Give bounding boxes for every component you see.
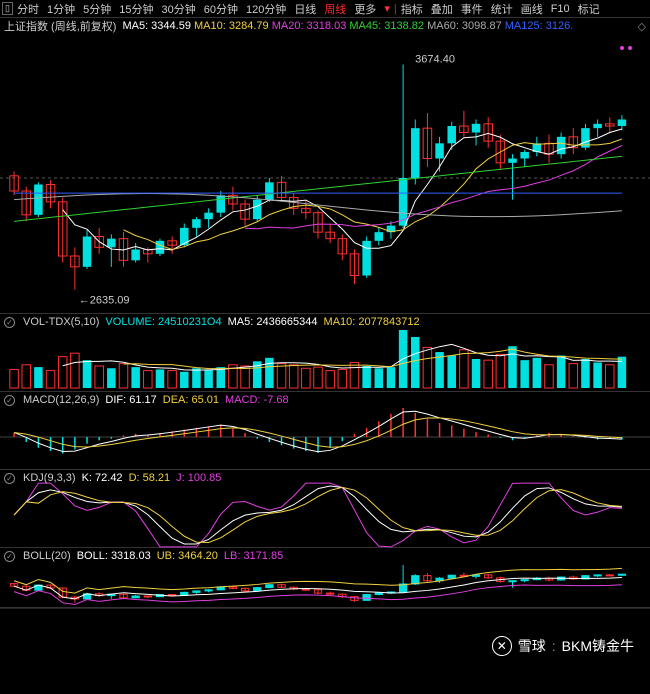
timeframe-9[interactable]: 更多 [350, 1, 380, 17]
volume-panel: ✓ VOL-TDX(5,10) VOLUME: 24510231O4 MA5: 243… [0, 314, 650, 392]
tool-1[interactable]: 叠加 [427, 1, 457, 17]
svg-text:←2635.09: ←2635.09 [79, 295, 130, 307]
kdj-panel: ✓ KDJ(9,3,3) K: 72.42 D: 58.21 J: 100.85 [0, 470, 650, 548]
ma-item-0: MA5: 3344.59 [122, 20, 191, 32]
ma-item-1: MA10: 3284.79 [194, 20, 269, 32]
svg-text:3674.40: 3674.40 [415, 53, 455, 65]
collapse-icon[interactable]: ✓ [4, 317, 15, 328]
panel-title: MACD(12,26,9) [23, 394, 99, 406]
chart-title: 上证指数 (周线,前复权) [4, 18, 116, 34]
panel-title: VOL-TDX(5,10) [23, 316, 99, 328]
collapse-icon[interactable]: ✓ [4, 395, 15, 406]
timeframe-1[interactable]: 1分钟 [43, 1, 79, 17]
timeframe-8[interactable]: 周线 [320, 1, 350, 17]
tool-5[interactable]: F10 [547, 3, 574, 15]
ma-item-4: MA60: 3098.87 [427, 20, 502, 32]
hdr-val-2: MACD: -7.68 [225, 394, 289, 406]
macd-panel: ✓ MACD(12,26,9) DIF: 61.17 DEA: 65.01 MACD: … [0, 392, 650, 470]
watermark-site: 雪球 [518, 636, 546, 656]
collapse-icon[interactable]: ✓ [4, 551, 15, 562]
ma-item-2: MA20: 3318.03 [272, 20, 347, 32]
timeframe-toolbar: ▯分时1分钟5分钟15分钟30分钟60分钟120分钟日线周线更多▾|指标叠加事件… [0, 0, 650, 18]
hdr-val-2: LB: 3171.85 [224, 550, 283, 562]
watermark: ✕ 雪球 : BKM铸金牛 [492, 636, 634, 656]
candle-panel: 3674.40 ←2635.09 [0, 34, 650, 314]
ma-item-5: MA125: 3126. [505, 20, 574, 32]
timeframe-6[interactable]: 120分钟 [242, 1, 290, 17]
hdr-val-1: UB: 3464.20 [157, 550, 218, 562]
ma-item-3: MA45: 3138.82 [349, 20, 424, 32]
boll-panel: ✓ BOLL(20) BOLL: 3318.03 UB: 3464.20 LB: 317… [0, 548, 650, 608]
hdr-val-2: J: 100.85 [176, 472, 221, 484]
panel-title: KDJ(9,3,3) [23, 472, 76, 484]
tool-3[interactable]: 统计 [487, 1, 517, 17]
hdr-val-1: D: 58.21 [129, 472, 171, 484]
xueqiu-icon: ✕ [492, 636, 512, 656]
timeframe-7[interactable]: 日线 [290, 1, 320, 17]
collapse-icon[interactable]: ✓ [4, 473, 15, 484]
panel-title: BOLL(20) [23, 550, 71, 562]
hdr-val-1: DEA: 65.01 [163, 394, 219, 406]
hdr-val-0: DIF: 61.17 [105, 394, 156, 406]
hdr-val-0: K: 72.42 [82, 472, 123, 484]
bottom-strip [0, 608, 650, 626]
timeframe-5[interactable]: 60分钟 [200, 1, 242, 17]
timeframe-3[interactable]: 15分钟 [115, 1, 157, 17]
tool-4[interactable]: 画线 [517, 1, 547, 17]
candle-chart[interactable]: 3674.40 ←2635.09 [0, 34, 650, 314]
hdr-val-1: MA5: 2436665344 [228, 316, 318, 328]
tool-0[interactable]: 指标 [397, 1, 427, 17]
hdr-val-0: BOLL: 3318.03 [77, 550, 151, 562]
ma-header: 上证指数 (周线,前复权) MA5: 3344.59 MA10: 3284.79… [0, 18, 650, 34]
tool-6[interactable]: 标记 [574, 1, 604, 17]
timeframe-0[interactable]: 分时 [13, 1, 43, 17]
timeframe-4[interactable]: 30分钟 [157, 1, 199, 17]
tool-2[interactable]: 事件 [457, 1, 487, 17]
watermark-author: BKM铸金牛 [562, 636, 634, 656]
timeframe-2[interactable]: 5分钟 [79, 1, 115, 17]
more-arrow-icon[interactable]: ▾ [380, 2, 394, 15]
hdr-val-0: VOLUME: 24510231O4 [105, 316, 221, 328]
diamond-icon: ◇ [638, 20, 646, 33]
hdr-val-2: MA10: 2077843712 [324, 316, 420, 328]
bar-icon[interactable]: ▯ [2, 2, 13, 15]
